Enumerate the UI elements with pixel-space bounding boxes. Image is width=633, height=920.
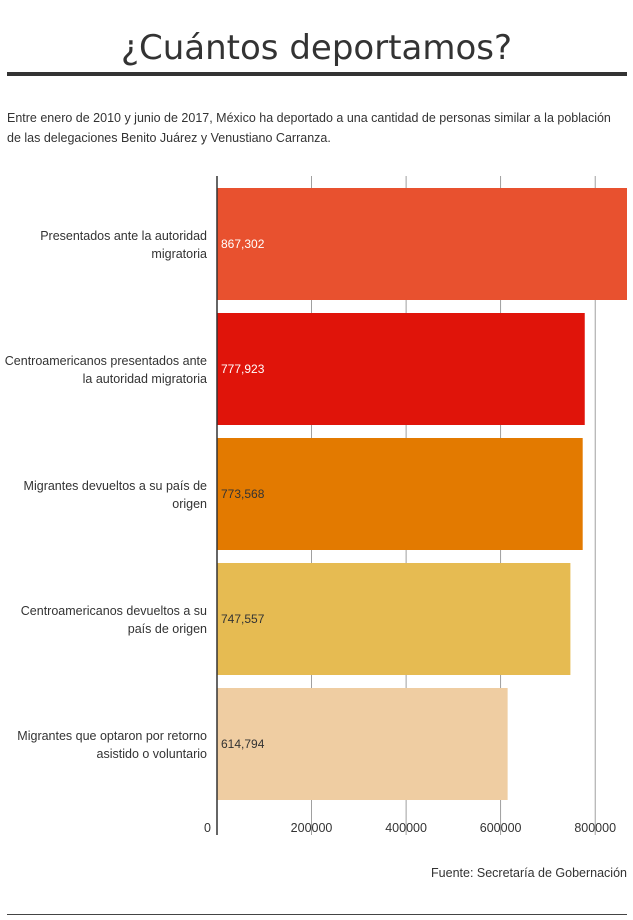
category-label: Presentados ante la autoridad migratoria bbox=[40, 229, 207, 261]
bottom-divider bbox=[7, 914, 627, 915]
bar bbox=[217, 438, 583, 550]
bar bbox=[217, 188, 627, 300]
x-tick-label: 600000 bbox=[480, 821, 522, 835]
x-tick-label: 200000 bbox=[291, 821, 333, 835]
data-label: 747,557 bbox=[221, 612, 265, 626]
source-note: Fuente: Secretaría de Gobernación bbox=[431, 866, 627, 880]
category-label: Centroamericanos presentados ante la auto… bbox=[5, 354, 207, 386]
bar-chart: 867,302 777,923 773,568 747,557 614,794 Prese… bbox=[5, 176, 627, 835]
category-label: Centroamericanos devueltos a su país de o… bbox=[21, 604, 207, 636]
x-tick-label: 400000 bbox=[385, 821, 427, 835]
data-label: 773,568 bbox=[221, 487, 265, 501]
bar bbox=[217, 563, 571, 675]
x-tick-label: 0 bbox=[204, 821, 211, 835]
chart-title: ¿Cuántos deportamos? bbox=[120, 28, 513, 68]
data-label: 867,302 bbox=[221, 237, 265, 251]
chart-subtitle: Entre enero de 2010 y junio de 2017, Méx… bbox=[7, 111, 611, 145]
category-label: Migrantes que optaron por retorno asistid… bbox=[17, 729, 207, 761]
data-label: 777,923 bbox=[221, 362, 265, 376]
category-label: Migrantes devueltos a su país de origen bbox=[24, 479, 207, 511]
bar bbox=[217, 313, 585, 425]
x-tick-label: 800000 bbox=[574, 821, 616, 835]
title-divider bbox=[7, 72, 627, 76]
bar bbox=[217, 688, 508, 800]
data-label: 614,794 bbox=[221, 737, 265, 751]
